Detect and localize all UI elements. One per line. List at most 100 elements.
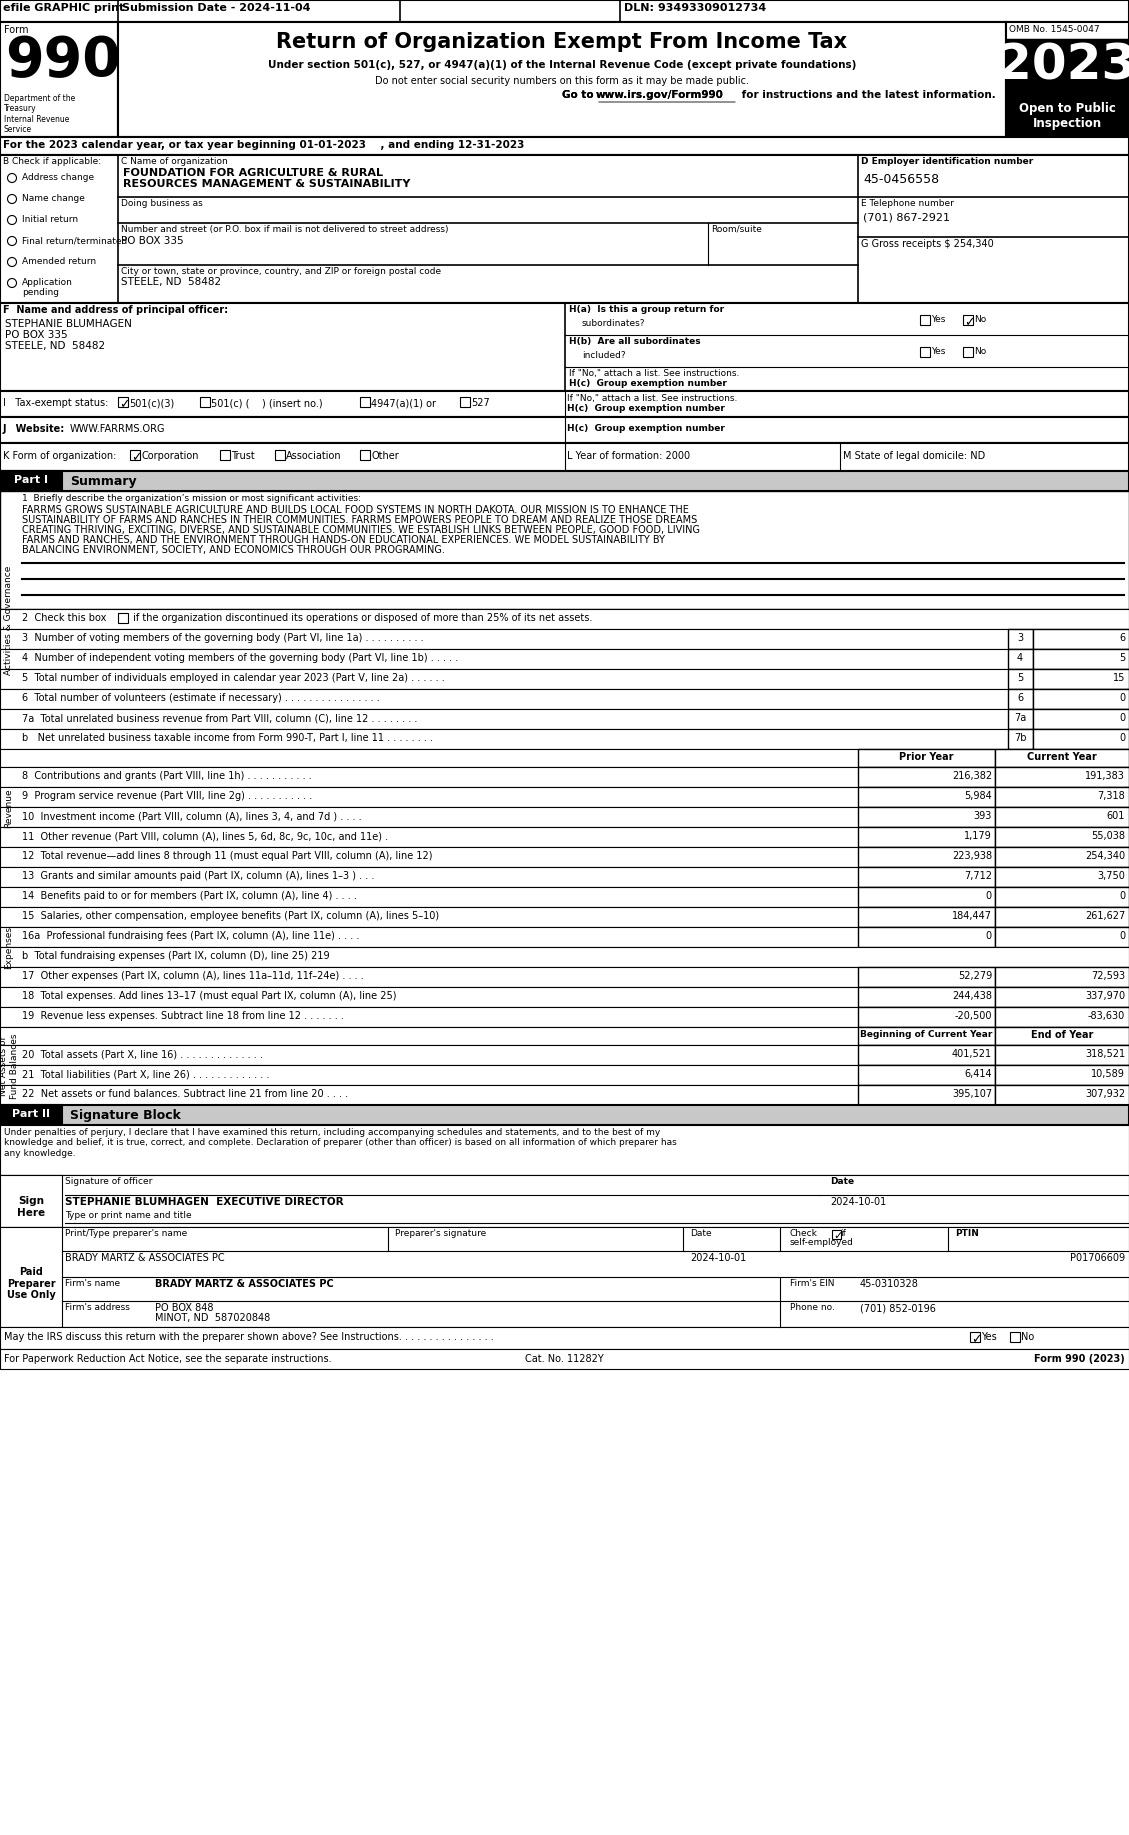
Bar	[0, 1105, 1129, 1125]
Bar	[0, 492, 1129, 609]
Bar	[995, 749, 1129, 767]
Text: Go to: Go to	[562, 90, 597, 99]
Text: Doing business as: Doing business as	[121, 198, 203, 207]
Text: H(c)  Group exemption number: H(c) Group exemption number	[567, 404, 725, 413]
Text: Firm's address: Firm's address	[65, 1303, 130, 1312]
Bar	[858, 967, 995, 987]
Text: 2024-10-01: 2024-10-01	[690, 1253, 746, 1262]
Bar	[1033, 670, 1129, 688]
Bar	[0, 303, 1129, 391]
Text: Date: Date	[690, 1229, 711, 1239]
Text: Type or print name and title: Type or print name and title	[65, 1211, 192, 1220]
Bar	[130, 450, 140, 461]
Text: 2  Check this box: 2 Check this box	[21, 613, 110, 624]
Bar	[0, 650, 1129, 670]
Text: efile GRAPHIC print: efile GRAPHIC print	[3, 4, 124, 13]
Text: 52,279: 52,279	[957, 971, 992, 982]
Text: H(c)  Group exemption number: H(c) Group exemption number	[567, 424, 725, 433]
Bar	[1008, 688, 1033, 708]
Bar	[0, 154, 1129, 303]
Bar	[0, 1007, 1129, 1028]
Text: No: No	[974, 316, 987, 325]
Text: WWW.FARRMS.ORG: WWW.FARRMS.ORG	[70, 424, 166, 435]
Text: Final return/terminated: Final return/terminated	[21, 237, 128, 246]
Text: 4947(a)(1) or: 4947(a)(1) or	[371, 398, 436, 407]
Text: Number and street (or P.O. box if mail is not delivered to street address): Number and street (or P.O. box if mail i…	[121, 226, 448, 235]
Text: FOUNDATION FOR AGRICULTURE & RURAL: FOUNDATION FOR AGRICULTURE & RURAL	[123, 169, 383, 178]
Bar	[995, 987, 1129, 1007]
Bar	[0, 688, 1129, 708]
Text: 1,179: 1,179	[964, 831, 992, 840]
Text: Revenue: Revenue	[5, 789, 14, 828]
Bar	[0, 609, 1129, 629]
Bar	[995, 1044, 1129, 1064]
Text: 11  Other revenue (Part VIII, column (A), lines 5, 6d, 8c, 9c, 10c, and 11e) .: 11 Other revenue (Part VIII, column (A),…	[21, 831, 388, 840]
Text: H(a)  Is this a group return for: H(a) Is this a group return for	[569, 305, 724, 314]
Bar	[0, 1174, 62, 1228]
Bar	[970, 1332, 980, 1341]
Text: E Telephone number: E Telephone number	[861, 198, 954, 207]
Text: 601: 601	[1106, 811, 1124, 820]
Bar	[858, 848, 995, 866]
Bar	[0, 947, 1129, 967]
Bar	[0, 828, 1129, 848]
Bar	[0, 848, 1129, 866]
Bar	[963, 347, 973, 358]
Text: Firm's EIN: Firm's EIN	[790, 1279, 834, 1288]
Bar	[858, 787, 995, 807]
Text: Open to Public
Inspection: Open to Public Inspection	[1018, 103, 1115, 130]
Text: Under section 501(c), 527, or 4947(a)(1) of the Internal Revenue Code (except pr: Under section 501(c), 527, or 4947(a)(1)…	[268, 61, 856, 70]
Bar	[995, 927, 1129, 947]
Text: For Paperwork Reduction Act Notice, see the separate instructions.: For Paperwork Reduction Act Notice, see …	[5, 1354, 332, 1363]
Text: Application
pending: Application pending	[21, 277, 73, 297]
Text: 14  Benefits paid to or for members (Part IX, column (A), line 4) . . . .: 14 Benefits paid to or for members (Part…	[21, 892, 357, 901]
Bar	[220, 450, 230, 461]
Bar	[360, 396, 370, 407]
Bar	[0, 417, 1129, 442]
Text: 990: 990	[5, 35, 121, 88]
Text: 4  Number of independent voting members of the governing body (Part VI, line 1b): 4 Number of independent voting members o…	[21, 653, 458, 662]
Bar	[0, 1228, 62, 1327]
Text: ✓: ✓	[971, 1332, 981, 1347]
Text: Submission Date - 2024-11-04: Submission Date - 2024-11-04	[122, 4, 310, 13]
Bar	[858, 886, 995, 906]
Text: 5  Total number of individuals employed in calendar year 2023 (Part V, line 2a) : 5 Total number of individuals employed i…	[21, 673, 445, 683]
Text: No: No	[1021, 1332, 1034, 1341]
Text: -20,500: -20,500	[954, 1011, 992, 1020]
Bar	[1033, 728, 1129, 749]
Bar	[920, 316, 930, 325]
Text: Expenses: Expenses	[5, 925, 14, 969]
Bar	[995, 1007, 1129, 1028]
Text: Signature of officer: Signature of officer	[65, 1176, 152, 1185]
Text: 3  Number of voting members of the governing body (Part VI, line 1a) . . . . . .: 3 Number of voting members of the govern…	[21, 633, 423, 642]
Text: P01706609: P01706609	[1070, 1253, 1124, 1262]
Text: (701) 867-2921: (701) 867-2921	[863, 213, 949, 224]
Bar	[1008, 708, 1033, 728]
Text: 0: 0	[1119, 694, 1124, 703]
Text: BRADY MARTZ & ASSOCIATES PC: BRADY MARTZ & ASSOCIATES PC	[155, 1279, 334, 1288]
Text: 501(c)(3): 501(c)(3)	[129, 398, 174, 407]
Text: 0: 0	[986, 930, 992, 941]
Bar	[1033, 688, 1129, 708]
Text: 7b: 7b	[1014, 732, 1026, 743]
Bar	[0, 138, 1129, 154]
Bar	[858, 749, 995, 767]
Text: Part I: Part I	[14, 475, 49, 484]
Text: G Gross receipts $ 254,340: G Gross receipts $ 254,340	[861, 239, 994, 250]
Text: Net Assets or
Fund Balances: Net Assets or Fund Balances	[0, 1033, 19, 1099]
Bar	[858, 906, 995, 927]
Text: BRADY MARTZ & ASSOCIATES PC: BRADY MARTZ & ASSOCIATES PC	[65, 1253, 225, 1262]
Bar	[275, 450, 285, 461]
Bar	[0, 708, 1129, 728]
Text: www.irs.gov/Form990: www.irs.gov/Form990	[596, 90, 724, 99]
Text: 1  Briefly describe the organization’s mission or most significant activities:: 1 Briefly describe the organization’s mi…	[21, 494, 361, 503]
Bar	[119, 22, 1006, 138]
Text: b   Net unrelated business taxable income from Form 990-T, Part I, line 11 . . .: b Net unrelated business taxable income …	[21, 732, 434, 743]
Bar	[858, 1007, 995, 1028]
Text: 3: 3	[1017, 633, 1023, 642]
Bar	[1008, 629, 1033, 650]
Bar	[1006, 39, 1129, 99]
Text: 0: 0	[1119, 732, 1124, 743]
Text: For the 2023 calendar year, or tax year beginning 01-01-2023    , and ending 12-: For the 2023 calendar year, or tax year …	[3, 139, 524, 150]
Bar	[0, 1064, 1129, 1084]
